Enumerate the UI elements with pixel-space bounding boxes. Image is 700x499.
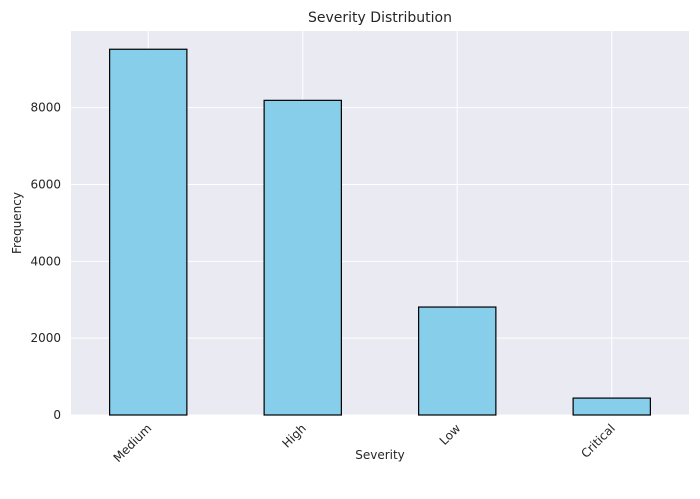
x-tick-label: Critical xyxy=(578,421,618,461)
x-axis-label: Severity xyxy=(355,448,405,462)
chart-title: Severity Distribution xyxy=(308,10,452,26)
bar-medium xyxy=(109,48,188,416)
bar-low xyxy=(418,306,497,416)
y-tick-label: 6000 xyxy=(30,177,61,191)
bar-high xyxy=(263,99,342,416)
x-tick-label: Low xyxy=(437,421,464,448)
y-axis-label: Frequency xyxy=(10,192,24,254)
y-axis-tick-labels: 0 2000 4000 6000 8000 xyxy=(30,101,61,422)
bars xyxy=(109,48,651,416)
x-tick-label: High xyxy=(279,421,308,450)
bar-critical xyxy=(572,397,651,416)
y-tick-label: 4000 xyxy=(30,254,61,268)
y-tick-label: 8000 xyxy=(30,101,61,115)
x-tick-label: Medium xyxy=(111,421,155,465)
y-tick-label: 2000 xyxy=(30,331,61,345)
y-tick-label: 0 xyxy=(53,408,61,422)
